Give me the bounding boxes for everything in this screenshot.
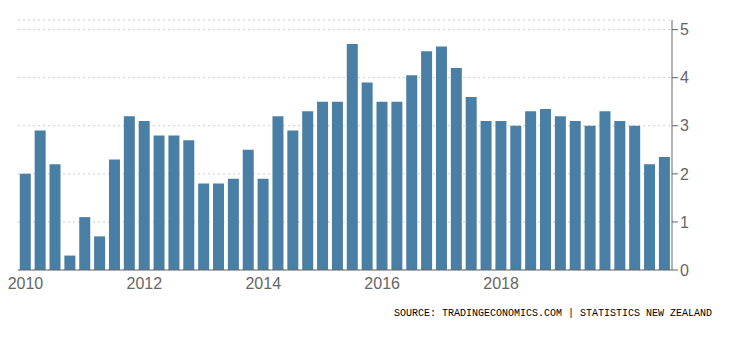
svg-text:4: 4 <box>680 69 689 86</box>
svg-text:3: 3 <box>680 117 689 134</box>
svg-text:2016: 2016 <box>364 275 400 292</box>
svg-text:1: 1 <box>680 214 689 231</box>
html-text:SOURCE: TRADINGECONOMICS.COM |: SOURCE: TRADINGECONOMICS.COM | STATISTIC… <box>393 308 712 319</box>
svg-text:2: 2 <box>680 166 689 183</box>
svg-text:2012: 2012 <box>127 275 163 292</box>
svg-text:2010: 2010 <box>8 275 43 292</box>
svg-text:2014: 2014 <box>245 275 281 292</box>
svg-text:5: 5 <box>680 21 689 38</box>
svg-text:0: 0 <box>680 262 689 279</box>
svg-text:2018: 2018 <box>483 275 519 292</box>
